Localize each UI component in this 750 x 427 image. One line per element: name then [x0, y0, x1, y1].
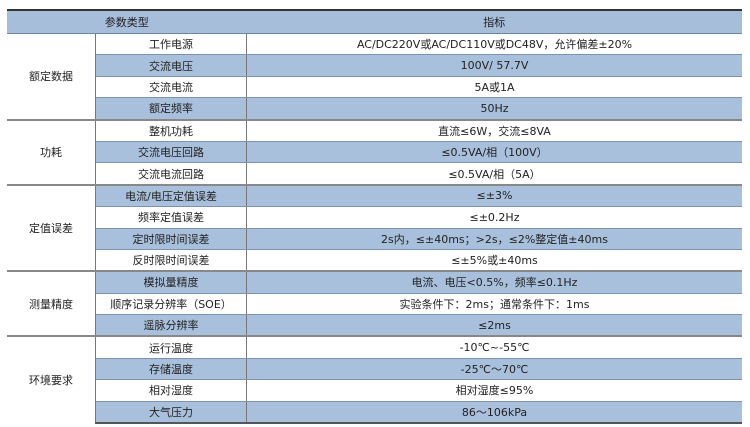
- spec-value: 直流≤6W，交流≤8VA: [246, 118, 742, 142]
- param-name: 频率定值误差: [95, 206, 247, 229]
- param-name: 反时限时间误差: [95, 249, 247, 272]
- group-label: 额定数据: [7, 33, 96, 120]
- param-name: 额定频率: [95, 97, 247, 121]
- table-row: 存储温度 -25℃～70℃: [7, 358, 742, 381]
- group-label: 环境要求: [7, 335, 96, 424]
- table-row: 功耗 整机功耗 直流≤6W，交流≤8VA: [7, 118, 742, 185]
- param-name: 模拟量精度: [95, 270, 247, 294]
- header-spec: 指标: [246, 9, 742, 34]
- param-name: 工作电源: [95, 33, 247, 56]
- spec-value: 5A或1A: [246, 76, 742, 99]
- table-row: 顺序记录分辨率（SOE） 实验条件下：2ms；通常条件下：1ms: [7, 293, 742, 316]
- table-row: 交流电流回路 ≤0.5VA/相（5A）: [7, 162, 742, 186]
- table-row: 额定数据 工作电源 AC/DC220V或AC/DC110V或DC48V，允许偏差±2…: [7, 33, 742, 120]
- param-name: 存储温度: [95, 358, 247, 381]
- param-name: 整机功耗: [95, 118, 247, 142]
- spec-value: ≤±0.2Hz: [246, 206, 742, 229]
- table-row: 遥脉分辨率 ≤2ms: [7, 314, 742, 337]
- spec-value: 100V/ 57.7V: [246, 54, 742, 77]
- header-type: 参数类型: [7, 9, 247, 34]
- spec-value: 86～106kPa: [246, 401, 742, 425]
- spec-value: -10℃~-55℃: [246, 335, 742, 359]
- param-name: 相对湿度: [95, 379, 247, 402]
- spec-value: 实验条件下：2ms；通常条件下：1ms: [246, 293, 742, 316]
- spec-value: ≤0.5VA/相（5A）: [246, 162, 742, 186]
- group-label: 定值误差: [7, 183, 96, 272]
- table-row: 环境要求 运行温度 -10℃~-55℃: [7, 335, 742, 424]
- table-row: 相对湿度 相对湿度≤95%: [7, 379, 742, 402]
- spec-value: 2s内，≤±40ms；>2s，≤2%整定值±40ms: [246, 228, 742, 250]
- param-name: 交流电流回路: [95, 162, 247, 186]
- spec-value: ≤0.5VA/相（100V）: [246, 141, 742, 164]
- group-label: 测量精度: [7, 270, 96, 337]
- spec-value: ≤±5%或±40ms: [246, 249, 742, 272]
- table-header: 参数类型 指标: [7, 9, 742, 34]
- table-row: 交流电压 100V/ 57.7V: [7, 54, 742, 77]
- table-row: 大气压力 86～106kPa: [7, 401, 742, 425]
- spec-value: 50Hz: [246, 97, 742, 121]
- table-row: 反时限时间误差 ≤±5%或±40ms: [7, 249, 742, 272]
- table-row: 频率定值误差 ≤±0.2Hz: [7, 206, 742, 229]
- spec-value: ≤2ms: [246, 314, 742, 337]
- spec-value: -25℃～70℃: [246, 358, 742, 381]
- param-name: 电流/电压定值误差: [95, 183, 247, 208]
- param-name: 交流电流: [95, 76, 247, 99]
- table-row: 定时限时间误差 2s内，≤±40ms；>2s，≤2%整定值±40ms: [7, 228, 742, 250]
- param-name: 定时限时间误差: [95, 228, 247, 250]
- table-row: 定值误差 电流/电压定值误差 ≤±3%: [7, 183, 742, 272]
- table-row: 交流电流 5A或1A: [7, 76, 742, 99]
- group-label: 功耗: [7, 118, 96, 185]
- param-name: 交流电压: [95, 54, 247, 77]
- spec-value: 相对湿度≤95%: [246, 379, 742, 402]
- param-name: 遥脉分辨率: [95, 314, 247, 337]
- spec-value: 电流、电压<0.5%，频率≤0.1Hz: [246, 270, 742, 294]
- spec-value: ≤±3%: [246, 183, 742, 208]
- table-row: 额定频率 50Hz: [7, 97, 742, 121]
- param-name: 交流电压回路: [95, 141, 247, 164]
- table-row: 交流电压回路 ≤0.5VA/相（100V）: [7, 141, 742, 164]
- param-name: 顺序记录分辨率（SOE）: [95, 293, 247, 316]
- spec-table: 参数类型 指标 额定数据 工作电源 AC/DC220V或AC/DC110V或DC48…: [7, 9, 742, 425]
- spec-value: AC/DC220V或AC/DC110V或DC48V，允许偏差±20%: [246, 33, 742, 56]
- table-row: 测量精度 模拟量精度 电流、电压<0.5%，频率≤0.1Hz: [7, 270, 742, 337]
- param-name: 大气压力: [95, 401, 247, 425]
- param-name: 运行温度: [95, 335, 247, 359]
